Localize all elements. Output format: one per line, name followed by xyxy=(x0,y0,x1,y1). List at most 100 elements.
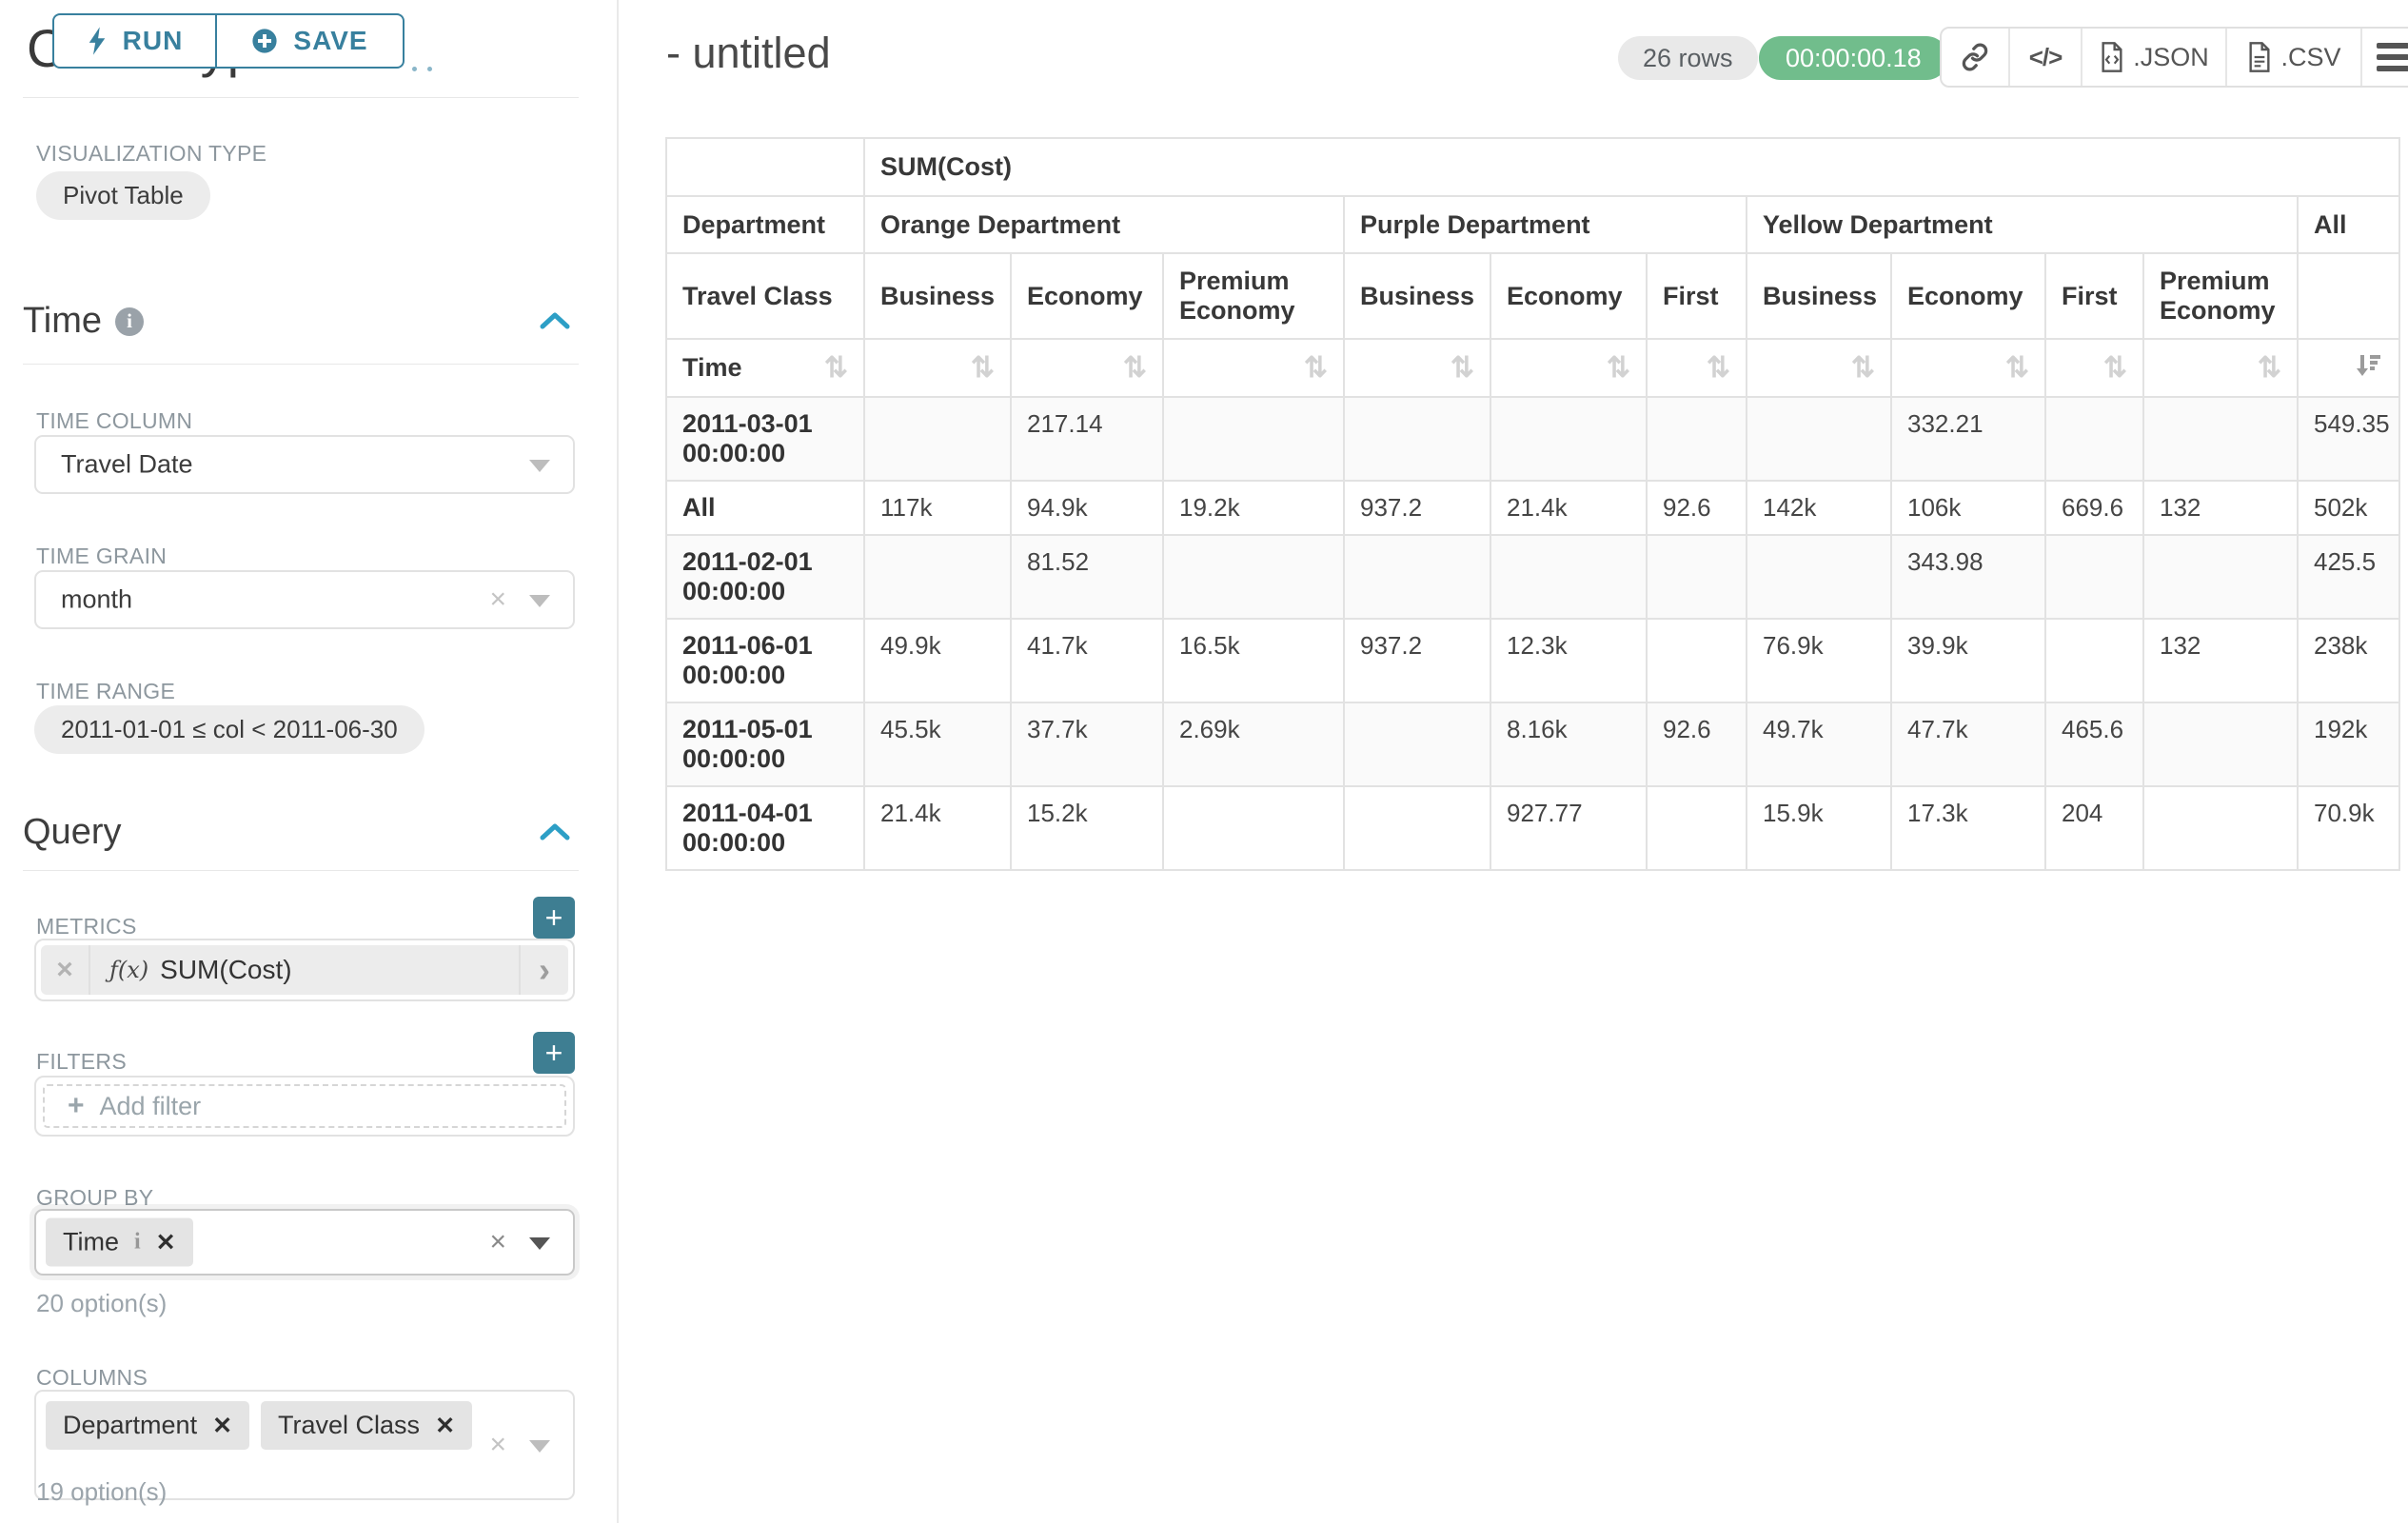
divider xyxy=(23,870,579,871)
table-cell xyxy=(1343,785,1491,871)
sort-icon[interactable]: ⇅ xyxy=(1606,351,1630,384)
sort-icon[interactable]: ⇅ xyxy=(823,351,848,384)
expand-metric-icon[interactable]: › xyxy=(519,945,568,995)
table-cell: 2.69k xyxy=(1162,702,1345,787)
chart-title[interactable]: - untitled xyxy=(666,29,831,77)
sort-icon[interactable]: ⇅ xyxy=(1450,351,1474,384)
menu-button[interactable] xyxy=(2360,29,2408,86)
class-header: Business xyxy=(1343,252,1491,340)
columns-tag[interactable]: Department ✕ xyxy=(46,1401,250,1450)
group-by-label: GROUP BY xyxy=(36,1185,154,1210)
department-header: Yellow Department xyxy=(1746,195,2299,254)
run-button-label: RUN xyxy=(122,26,184,55)
class-header: Economy xyxy=(1890,252,2046,340)
remove-tag-icon[interactable]: ✕ xyxy=(155,1229,176,1256)
table-cell: 19.2k xyxy=(1162,480,1345,536)
table-cell: 45.5k xyxy=(863,702,1012,787)
filters-container: + Add filter xyxy=(34,1076,575,1137)
department-header-all: All xyxy=(2296,195,2401,254)
table-cell: 8.16k xyxy=(1490,702,1648,787)
tag-label: Time xyxy=(63,1227,119,1256)
sort-icon[interactable]: ⇅ xyxy=(1706,351,1730,384)
view-query-button[interactable]: </> xyxy=(2008,29,2081,86)
chevron-up-icon[interactable] xyxy=(539,310,571,331)
table-cell: 16.5k xyxy=(1162,618,1345,703)
time-column-value: Travel Date xyxy=(61,449,193,479)
remove-tag-icon[interactable]: ✕ xyxy=(212,1412,233,1439)
table-cell: 81.52 xyxy=(1010,534,1164,620)
time-section-header: Time i xyxy=(23,301,145,342)
time-grain-select[interactable]: month × xyxy=(34,570,575,629)
table-cell: 142k xyxy=(1746,480,1892,536)
time-column-select[interactable]: Travel Date xyxy=(34,435,575,494)
table-cell: 502k xyxy=(2296,480,2401,536)
sort-icon[interactable]: ⇅ xyxy=(1303,351,1328,384)
export-json-button[interactable]: .JSON xyxy=(2081,29,2225,86)
sort-descending-active-icon[interactable] xyxy=(2357,351,2383,385)
decorative-dot xyxy=(412,67,417,71)
clear-icon[interactable]: × xyxy=(489,1429,506,1460)
table-cell: 49.7k xyxy=(1746,702,1892,787)
bolt-icon xyxy=(89,27,105,55)
sort-icon[interactable]: ⇅ xyxy=(2004,351,2029,384)
run-button[interactable]: RUN xyxy=(52,13,216,69)
table-cell: 549.35 xyxy=(2296,396,2401,482)
table-cell: 41.7k xyxy=(1010,618,1164,703)
table-cell xyxy=(2142,785,2299,871)
table-cell: 47.7k xyxy=(1890,702,2046,787)
table-cell xyxy=(2142,702,2299,787)
tag-label: Travel Class xyxy=(278,1411,421,1439)
table-row: 2011-03-01 00:00:00 217.14 332.21 549.35 xyxy=(665,396,2401,482)
row-header: 2011-05-01 00:00:00 xyxy=(665,702,865,787)
time-range-value-pill[interactable]: 2011-01-01 ≤ col < 2011-06-30 xyxy=(34,705,424,754)
export-csv-button[interactable]: .CSV xyxy=(2225,29,2360,86)
sort-icon[interactable]: ⇅ xyxy=(2257,351,2281,384)
clear-icon[interactable]: × xyxy=(489,583,506,615)
chevron-down-icon[interactable] xyxy=(529,595,550,607)
file-code-icon xyxy=(2102,42,2122,72)
sort-icon[interactable]: ⇅ xyxy=(1122,351,1147,384)
remove-tag-icon[interactable]: ✕ xyxy=(435,1412,456,1439)
group-by-select[interactable]: Time i ✕ × xyxy=(34,1209,575,1276)
sort-icon[interactable]: ⇅ xyxy=(1850,351,1875,384)
metric-pill[interactable]: × ƒ(x) SUM(Cost) › xyxy=(41,945,568,995)
info-icon[interactable]: i xyxy=(115,307,145,336)
hamburger-icon xyxy=(2377,43,2408,71)
class-header: Business xyxy=(1746,252,1892,340)
table-cell: 937.2 xyxy=(1343,618,1491,703)
add-filter-button[interactable]: + Add filter xyxy=(43,1084,566,1128)
table-row: 2011-05-01 00:00:00 45.5k 37.7k 2.69k 8.… xyxy=(665,702,2401,787)
class-header: Premium Economy xyxy=(2142,252,2299,340)
sort-icon[interactable]: ⇅ xyxy=(970,351,995,384)
row-count-badge: 26 rows xyxy=(1618,36,1758,80)
share-link-button[interactable] xyxy=(1942,29,2008,86)
run-save-button-group: RUN SAVE xyxy=(52,13,405,69)
columns-tag[interactable]: Travel Class ✕ xyxy=(261,1401,473,1450)
table-cell: 94.9k xyxy=(1010,480,1164,536)
clear-icon[interactable]: × xyxy=(489,1226,506,1257)
info-icon[interactable]: i xyxy=(134,1229,141,1255)
table-cell xyxy=(1490,534,1648,620)
chevron-down-icon[interactable] xyxy=(529,1237,550,1250)
chevron-up-icon[interactable] xyxy=(539,821,571,842)
viz-type-value-pill[interactable]: Pivot Table xyxy=(36,171,210,220)
class-header: First xyxy=(2044,252,2144,340)
table-cell: 343.98 xyxy=(1890,534,2046,620)
chevron-down-icon[interactable] xyxy=(529,1440,550,1453)
viz-type-label: VISUALIZATION TYPE xyxy=(36,141,267,166)
add-filter-plus-button[interactable]: + xyxy=(533,1032,575,1074)
sort-icon[interactable]: ⇅ xyxy=(2102,351,2127,384)
group-by-tag[interactable]: Time i ✕ xyxy=(46,1217,193,1267)
table-cell: 117k xyxy=(863,480,1012,536)
chevron-down-icon[interactable] xyxy=(529,460,550,472)
divider xyxy=(23,364,579,365)
columns-select[interactable]: Department ✕ Travel Class ✕ × xyxy=(34,1390,575,1500)
add-metric-button[interactable]: + xyxy=(533,897,575,939)
chart-actions-toolbar: </> .JSON .CSV xyxy=(1940,27,2408,88)
table-cell xyxy=(1646,618,1747,703)
save-button[interactable]: SAVE xyxy=(216,13,405,69)
table-cell: 132 xyxy=(2142,618,2299,703)
save-button-label: SAVE xyxy=(293,26,368,55)
row-header: 2011-03-01 00:00:00 xyxy=(665,396,865,482)
remove-metric-icon[interactable]: × xyxy=(41,945,90,995)
